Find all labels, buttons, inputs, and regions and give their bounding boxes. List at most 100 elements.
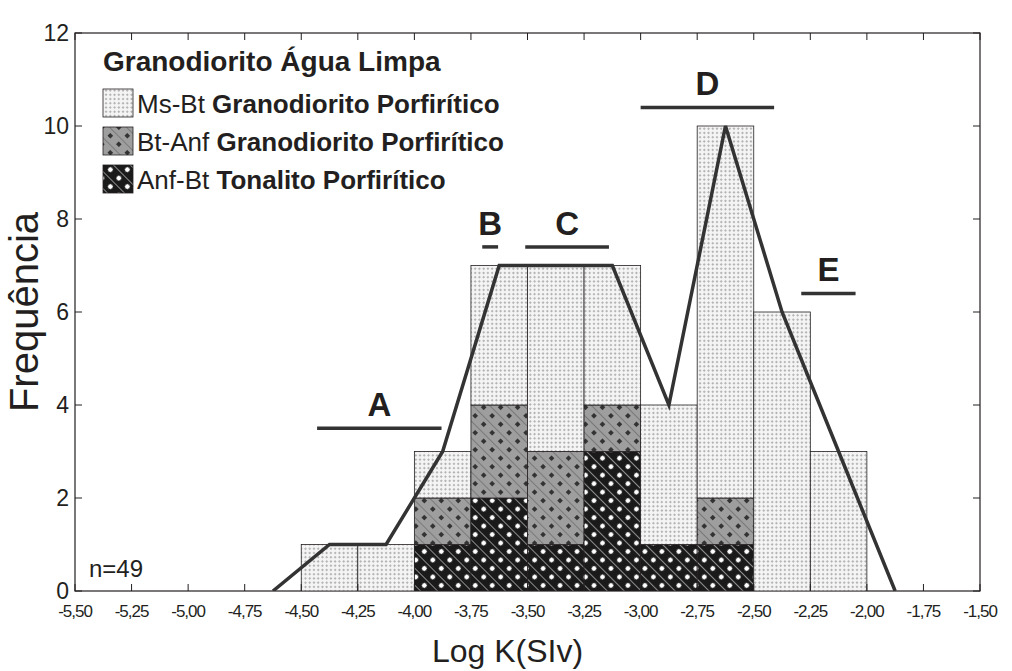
x-tick-label: -5,25: [115, 602, 149, 621]
bar: [810, 452, 867, 592]
y-tick: [973, 591, 980, 592]
bar: [697, 498, 754, 545]
x-tick: [697, 33, 698, 40]
bar: [358, 545, 415, 592]
legend-label-part: Anf-Bt: [137, 165, 216, 195]
x-tick-label: -3,25: [567, 602, 601, 621]
y-tick: [75, 498, 82, 499]
x-tick-label: -4,75: [228, 602, 262, 621]
x-tick-label: -2,25: [793, 602, 827, 621]
bar: [471, 405, 528, 498]
x-tick: [301, 33, 302, 40]
bar: [641, 405, 698, 545]
x-tick: [188, 584, 189, 591]
x-axis-title: Log K(SIv): [432, 633, 583, 669]
x-tick: [584, 33, 585, 40]
x-tick: [75, 33, 76, 40]
x-tick: [470, 584, 471, 591]
x-tick: [414, 33, 415, 40]
y-tick: [75, 126, 82, 127]
y-tick: [973, 126, 980, 127]
y-tick: [75, 591, 82, 592]
annotation-label: A: [367, 386, 391, 423]
legend-label: Bt-Anf Granodiorito Porfirítico: [137, 127, 504, 157]
x-tick: [188, 33, 189, 40]
x-tick-label: -1,75: [907, 602, 941, 621]
x-tick-label: -2,50: [737, 602, 771, 621]
x-tick: [980, 584, 981, 591]
y-axis-title: Frequência: [2, 211, 46, 412]
x-tick: [810, 584, 811, 591]
x-tick-label: -3,75: [454, 602, 488, 621]
x-tick-label: -3,00: [624, 602, 658, 621]
x-tick: [584, 584, 585, 591]
legend-label-part: Ms-Bt: [137, 89, 212, 119]
plot-frame: [75, 33, 980, 591]
annotation-line: [525, 245, 609, 249]
y-tick: [973, 219, 980, 220]
y-tick: [973, 498, 980, 499]
y-tick-label: 2: [56, 485, 69, 511]
x-tick: [753, 584, 754, 591]
y-tick: [75, 33, 82, 34]
bar: [584, 266, 641, 406]
x-tick-label: -1,50: [963, 602, 997, 621]
annotation-line: [801, 292, 855, 296]
legend-label-part: Granodiorito Porfirítico: [216, 127, 503, 157]
x-tick: [866, 584, 867, 591]
annotation-line: [317, 427, 441, 431]
legend-label-part: Tonalito Porfirítico: [216, 165, 445, 195]
frequency-line: [273, 126, 895, 591]
x-tick: [753, 33, 754, 40]
y-tick-label: 0: [56, 578, 69, 604]
x-tick: [923, 33, 924, 40]
y-tick: [973, 33, 980, 34]
bar: [414, 545, 471, 592]
y-tick-label: 6: [56, 299, 69, 325]
x-tick: [244, 584, 245, 591]
x-tick: [640, 584, 641, 591]
bar: [697, 545, 754, 592]
legend-swatch: [103, 127, 133, 155]
legend-label-part: Granodiorito Porfirítico: [212, 89, 499, 119]
annotation-label: E: [817, 251, 839, 288]
x-tick-label: -3,50: [511, 602, 545, 621]
x-tick: [75, 584, 76, 591]
annotation-label: C: [555, 205, 579, 242]
x-tick: [131, 584, 132, 591]
annotation-label: D: [695, 65, 719, 102]
annotation-line: [482, 245, 498, 249]
x-tick: [301, 584, 302, 591]
x-tick: [640, 33, 641, 40]
legend-label: Anf-Bt Tonalito Porfirítico: [137, 165, 446, 195]
x-tick: [357, 33, 358, 40]
y-tick: [75, 312, 82, 313]
bar: [414, 498, 471, 545]
x-tick: [923, 584, 924, 591]
x-tick-label: -4,50: [284, 602, 318, 621]
x-tick-label: -2,00: [850, 602, 884, 621]
plot-area: [273, 126, 895, 591]
x-tick: [980, 33, 981, 40]
bar: [641, 545, 698, 592]
y-tick: [75, 219, 82, 220]
annotation-line: [641, 106, 774, 110]
legend-swatch: [103, 165, 133, 193]
x-tick: [527, 33, 528, 40]
y-tick-label: 4: [56, 392, 69, 418]
x-tick: [527, 584, 528, 591]
legend-label: Ms-Bt Granodiorito Porfirítico: [137, 89, 500, 119]
bar: [528, 452, 585, 545]
bar: [414, 452, 471, 499]
x-tick: [244, 33, 245, 40]
x-tick-label: -4,00: [398, 602, 432, 621]
legend-title: Granodiorito Água Limpa: [103, 46, 441, 77]
legend-label-part: Bt-Anf: [137, 127, 216, 157]
y-tick: [973, 312, 980, 313]
x-tick: [131, 33, 132, 40]
y-tick: [973, 405, 980, 406]
x-tick-label: -2,75: [680, 602, 714, 621]
x-tick: [810, 33, 811, 40]
annotation-label: B: [478, 205, 502, 242]
bar: [528, 266, 585, 452]
